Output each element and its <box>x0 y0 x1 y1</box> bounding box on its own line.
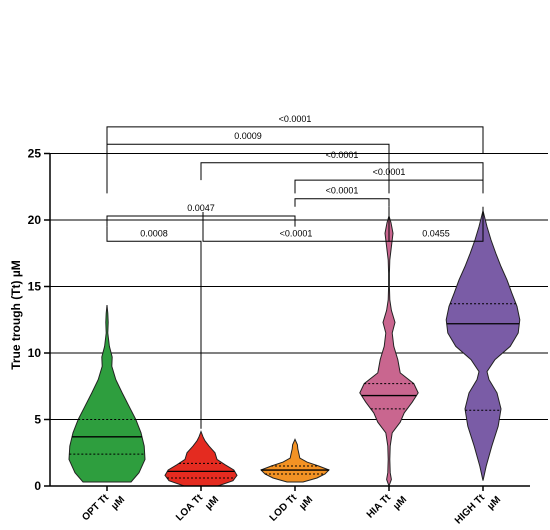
y-tick-label: 25 <box>28 147 42 161</box>
p-value-label: <0.0001 <box>326 150 359 160</box>
x-tick-unit: µM <box>203 494 221 512</box>
violin-4 <box>445 210 521 481</box>
violin-1 <box>164 430 238 487</box>
p-value-label: <0.0001 <box>280 228 313 238</box>
y-tick-label: 5 <box>34 413 41 427</box>
violin-0 <box>68 305 146 483</box>
comparison-bracket <box>106 226 202 429</box>
x-tick-label: LOA Tt <box>174 492 206 524</box>
comparison-bracket <box>388 206 484 242</box>
p-value-label: 0.0008 <box>140 228 168 238</box>
x-tick-unit: µM <box>391 494 409 512</box>
violin-2 <box>260 438 330 483</box>
x-tick-unit: µM <box>297 494 315 512</box>
y-tick-label: 0 <box>34 479 41 493</box>
p-value-label: 0.0009 <box>234 131 262 141</box>
y-tick-label: 20 <box>28 213 42 227</box>
x-tick-label: HIA Tt <box>365 492 394 521</box>
y-tick-label: 10 <box>28 346 42 360</box>
p-value-label: 0.0047 <box>187 203 215 213</box>
comparison-bracket <box>106 126 484 154</box>
comparison-bracket <box>294 179 484 194</box>
p-value-label: <0.0001 <box>373 167 406 177</box>
y-tick-label: 15 <box>28 280 42 294</box>
p-value-label: 0.0455 <box>422 228 450 238</box>
p-value-label: <0.0001 <box>326 186 359 196</box>
comparison-bracket <box>200 162 484 181</box>
comparison-bracket <box>294 198 390 207</box>
x-tick-unit: µM <box>109 494 127 512</box>
comparison-bracket <box>106 143 390 194</box>
x-tick-label: LOD Tt <box>268 492 300 524</box>
violin-3 <box>359 214 419 488</box>
p-value-label: <0.0001 <box>279 114 312 124</box>
comparison-brackets: <0.0001 0.0009 <0.0001 <0.0001 <0.0001 0.0047… <box>106 114 484 429</box>
y-axis-label: True trough (Tt) µM <box>9 260 23 370</box>
x-tick-label: OPT Tt <box>80 492 111 523</box>
x-tick-label: HIGH Tt <box>453 492 488 527</box>
x-tick-unit: µM <box>485 494 503 512</box>
comparison-bracket <box>106 215 296 227</box>
violins <box>68 210 521 488</box>
